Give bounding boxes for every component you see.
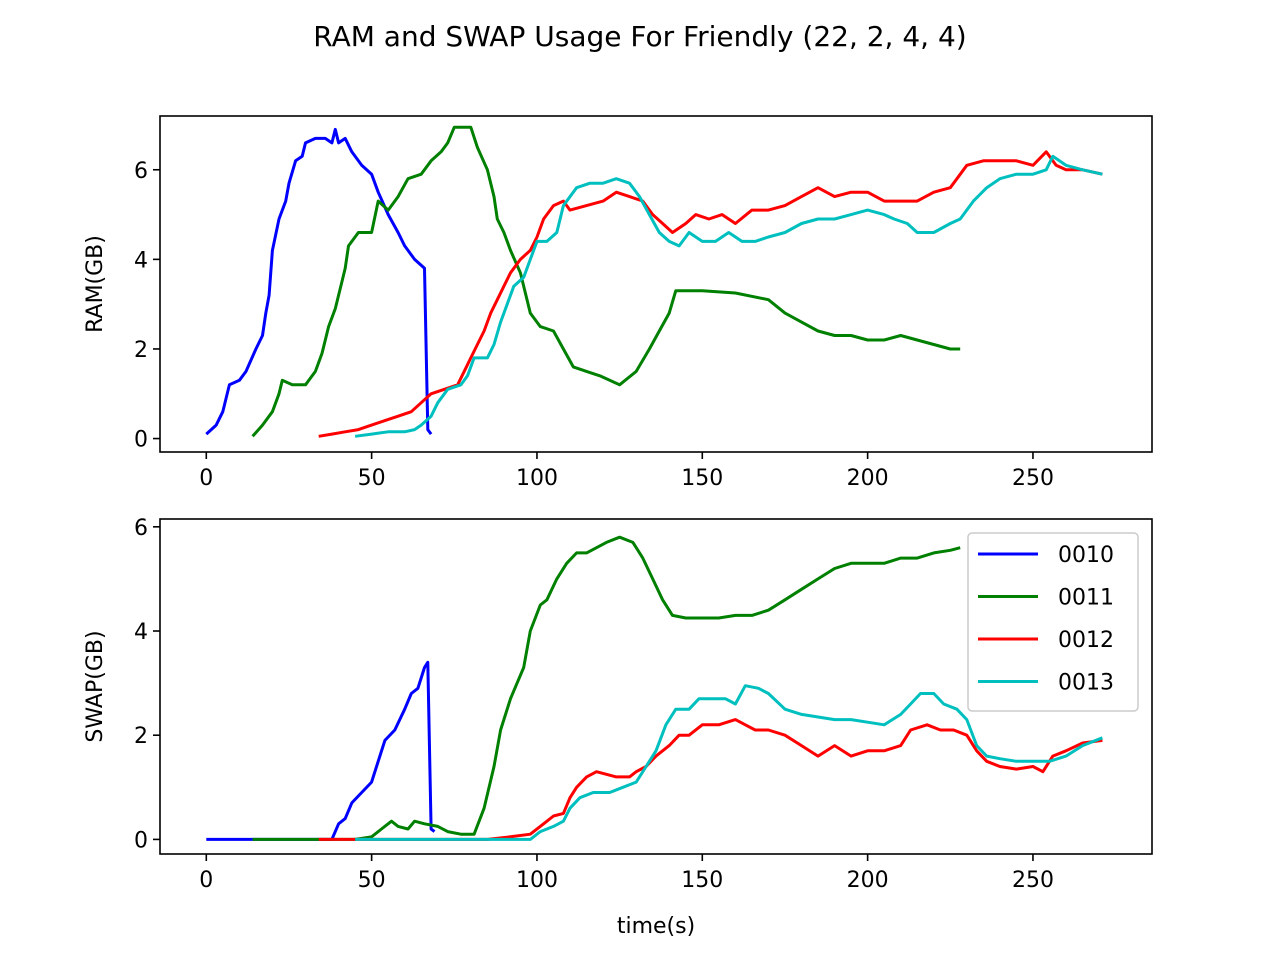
swap-ytick-label-2: 2 [134,724,148,749]
legend-label-0012: 0012 [1058,628,1114,653]
ram-ylabel: RAM(GB) [83,235,108,333]
legend-label-0010: 0010 [1058,543,1114,568]
swap-xtick-label-250: 250 [1012,868,1054,893]
swap-series-0011 [252,535,961,841]
ram-xtick-label-150: 150 [681,466,723,491]
swap-series-group [206,535,1103,841]
ram-xtick-label-0: 0 [199,466,213,491]
swap-xtick-label-150: 150 [681,868,723,893]
swap-xtick-label-100: 100 [516,868,558,893]
ram-series-0010 [205,127,433,436]
ram-series-0011 [251,125,961,438]
swap-legend: 0010 0011 0012 0013 [967,532,1139,712]
swap-ylabel: SWAP(GB) [83,630,108,742]
ram-xtick-label-50: 50 [358,466,386,491]
ram-axes-frame [159,115,1153,453]
swap-subplot: 0 50 100 150 200 2500246SWAP(GB)time(s)001000… [83,516,1153,939]
swap-series-0013 [355,684,1103,841]
figure-suptitle: RAM and SWAP Usage For Friendly (22, 2, … [313,20,966,53]
ram-ytick-label-2: 2 [134,338,148,363]
ram-xtick-label-250: 250 [1012,466,1054,491]
ram-series-0013 [354,154,1103,438]
swap-axes-frame [159,518,1153,855]
ram-ytick-label-6: 6 [134,159,148,184]
ram-ytick-label-0: 0 [134,428,148,453]
ram-xtick-label-100: 100 [516,466,558,491]
legend-label-0013: 0013 [1058,671,1114,696]
swap-ytick-label-6: 6 [134,516,148,541]
ram-xtick-label-200: 200 [847,466,889,491]
ram-ytick-label-4: 4 [134,248,148,273]
legend-box [967,532,1139,712]
ram-series-group [205,125,1103,438]
swap-ytick-label-4: 4 [134,620,148,645]
swap-xlabel: time(s) [617,914,695,939]
ram-subplot: 0 50 100 150 200 250 0 2 4 6 RAM(GB) [83,115,1153,491]
swap-xtick-label-0: 0 [199,868,213,893]
swap-xtick-label-50: 50 [358,868,386,893]
swap-series-0012 [318,718,1103,841]
swap-series-0010 [206,660,436,841]
swap-xtick-label-200: 200 [847,868,889,893]
swap-ytick-label-0: 0 [134,828,148,853]
legend-label-0011: 0011 [1058,586,1114,611]
